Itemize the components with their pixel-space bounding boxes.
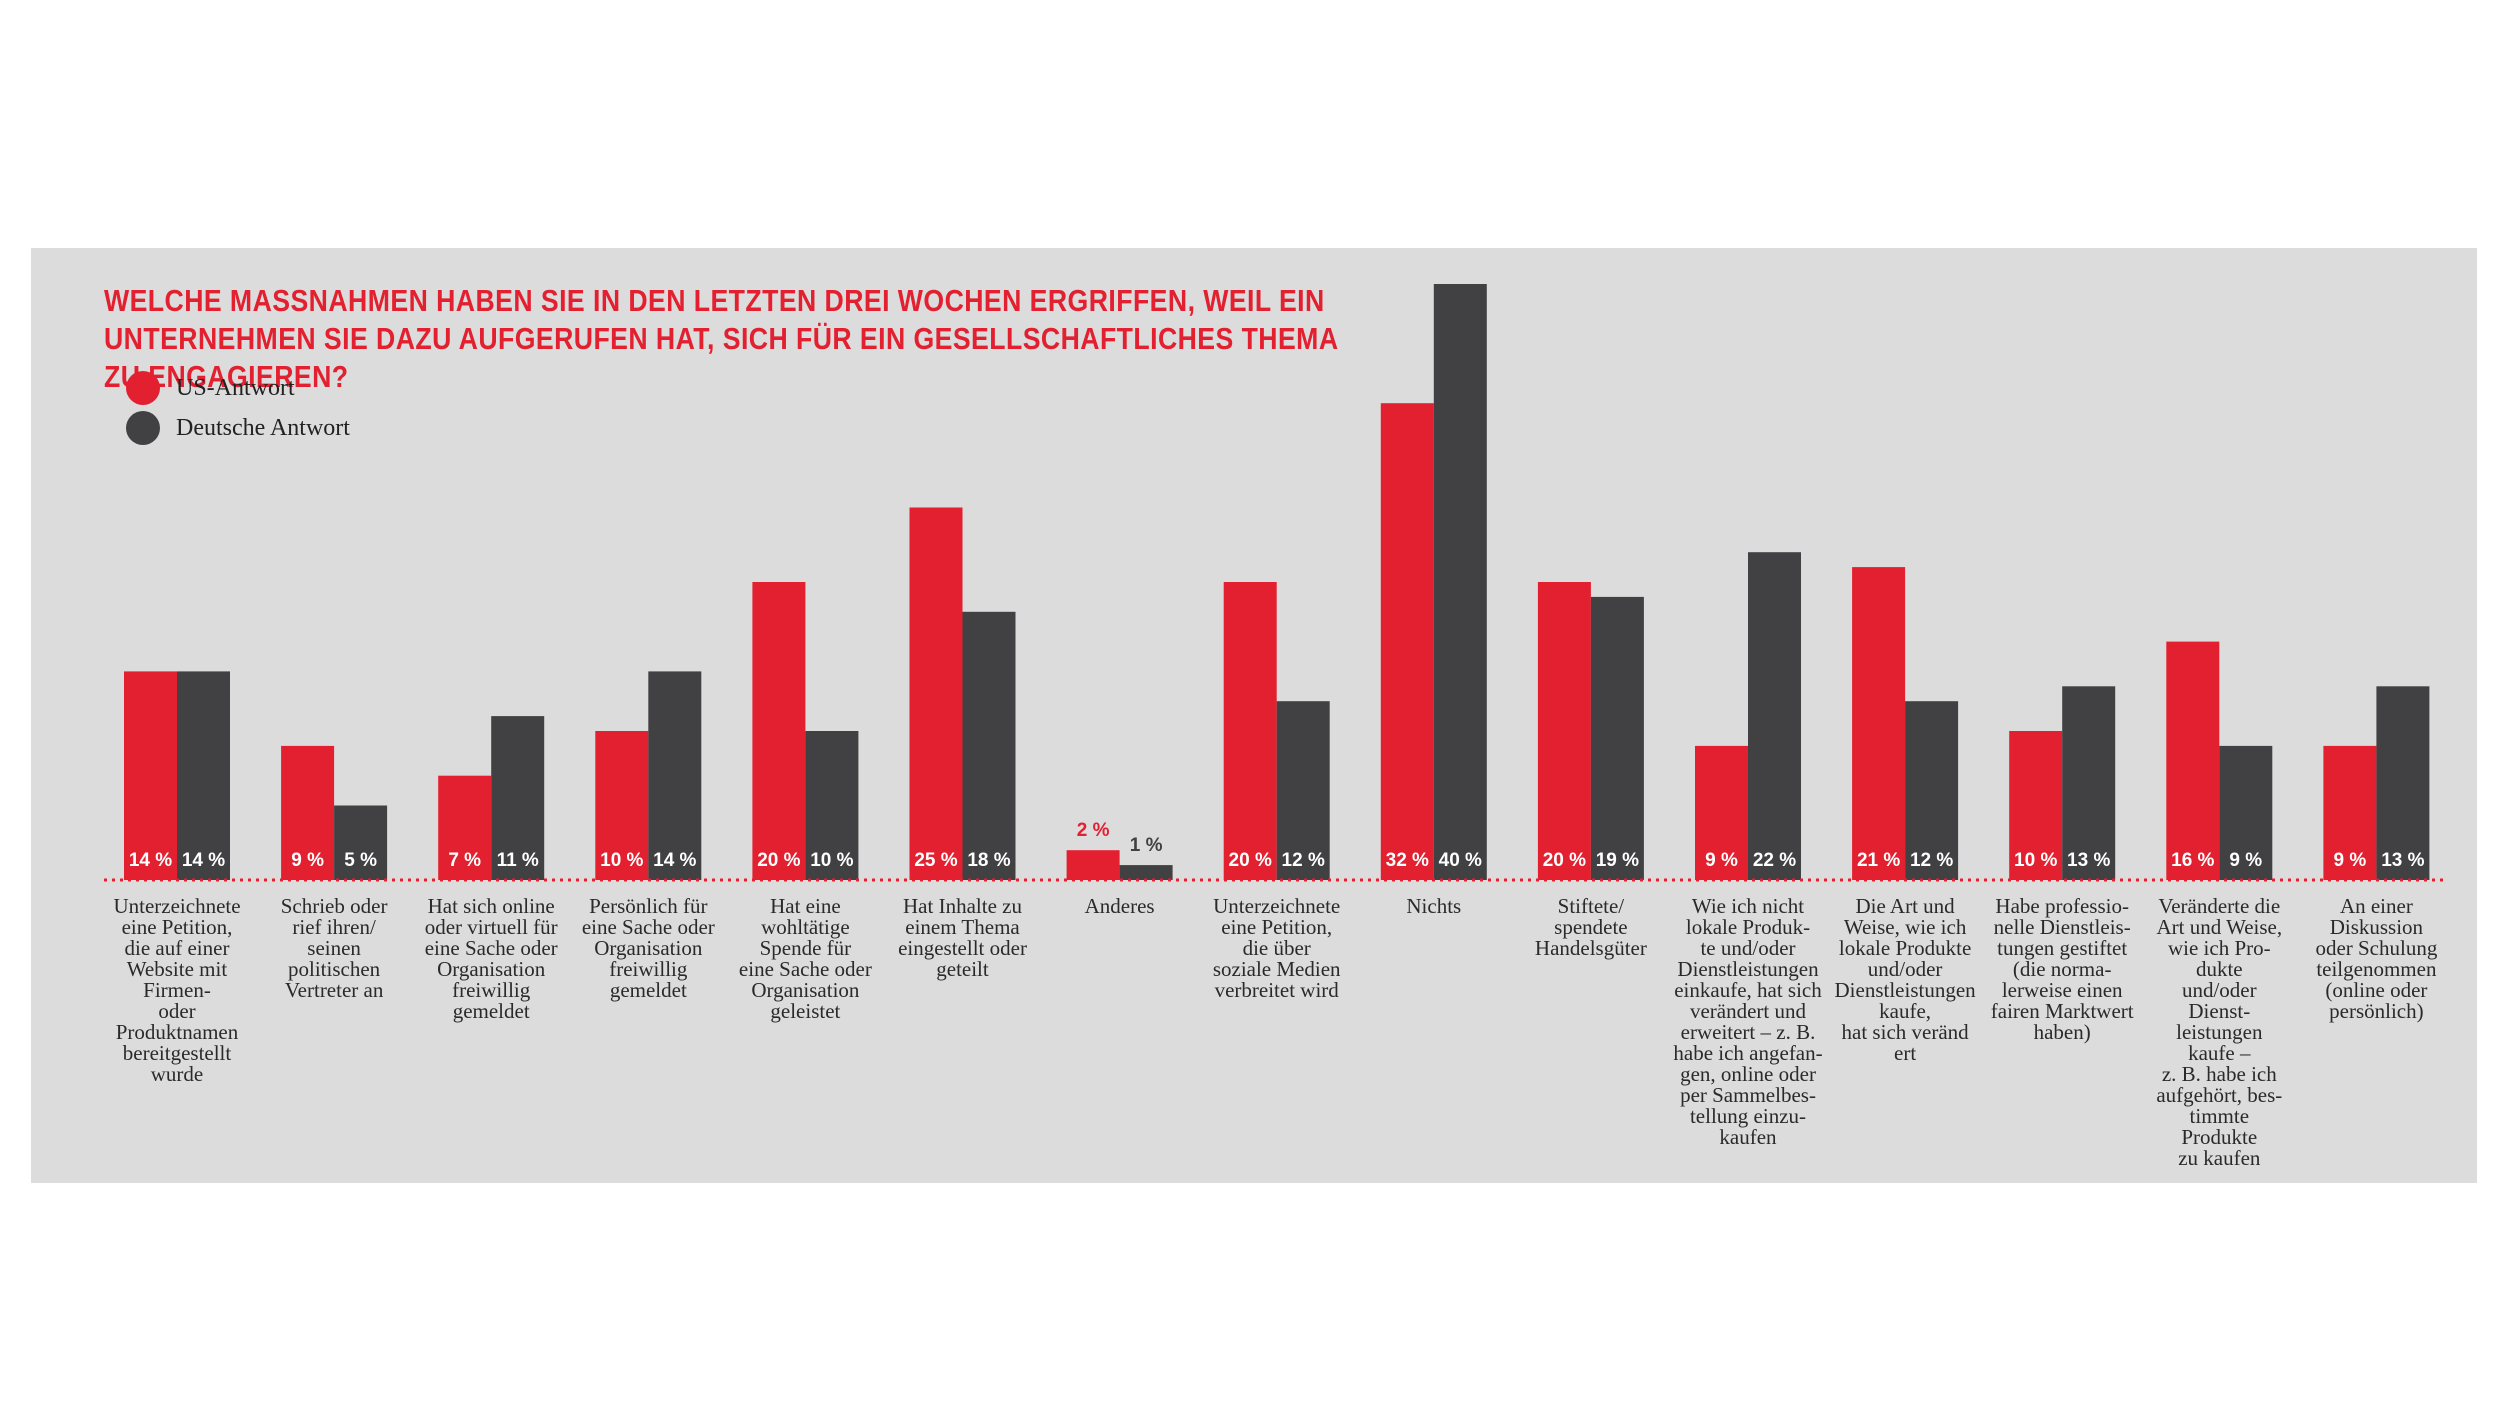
data-label-us-11: 21 % <box>1857 850 1900 871</box>
bar-de-9 <box>1590 596 1644 880</box>
data-label-de-5: 18 % <box>967 850 1010 871</box>
data-label-de-13: 9 % <box>2229 850 2262 871</box>
data-label-us-6: 2 % <box>1077 820 1110 841</box>
category-label-2: Hat sich online oder virtuell für eine S… <box>424 894 558 1023</box>
legend-label-de: Deutsche Antwort <box>176 414 350 441</box>
bar-us-14 <box>2323 745 2377 880</box>
data-label-de-11: 12 % <box>1910 850 1953 871</box>
legend-item-de: Deutsche Antwort <box>126 410 350 446</box>
bar-de-0 <box>177 671 230 880</box>
data-label-de-1: 5 % <box>344 850 377 871</box>
data-label-de-4: 10 % <box>810 850 853 871</box>
chart-title: WELCHE MASSNAHMEN HABEN SIE IN DEN LETZT… <box>104 283 1338 394</box>
category-label-14: An einer Diskussion oder Schulung teilge… <box>2315 894 2438 1023</box>
data-label-de-14: 13 % <box>2381 850 2424 871</box>
category-label-13: Veränderte die Art und Weise, wie ich Pr… <box>2156 894 2283 1170</box>
data-label-us-9: 20 % <box>1543 850 1586 871</box>
bar-us-0 <box>124 671 177 880</box>
category-label-5: Hat Inhalte zu einem Thema eingestellt o… <box>898 894 1027 981</box>
data-label-us-10: 9 % <box>1705 850 1738 871</box>
bar-de-5 <box>962 611 1016 880</box>
bar-de-14 <box>2376 686 2430 880</box>
data-label-us-5: 25 % <box>914 850 957 871</box>
data-label-de-2: 11 % <box>497 850 539 871</box>
category-label-11: Die Art und Weise, wie ich lokale Produk… <box>1834 894 1976 1065</box>
bar-us-9 <box>1537 582 1591 880</box>
bar-us-13 <box>2166 641 2220 880</box>
bar-us-12 <box>2009 731 2063 880</box>
bar-de-6 <box>1119 865 1173 880</box>
data-label-us-2: 7 % <box>448 850 481 871</box>
bar-us-5 <box>909 507 963 880</box>
bar-de-10 <box>1748 552 1801 880</box>
bar-us-6 <box>1066 850 1120 880</box>
legend-item-us: US-Antwort <box>126 370 295 406</box>
data-label-us-8: 32 % <box>1386 850 1429 871</box>
bar-de-2 <box>491 716 545 880</box>
data-label-de-9: 19 % <box>1596 850 1639 871</box>
data-label-us-1: 9 % <box>291 850 324 871</box>
bar-us-8 <box>1380 403 1434 880</box>
bar-us-4 <box>752 582 806 880</box>
bar-de-1 <box>334 805 388 880</box>
data-label-us-7: 20 % <box>1229 850 1272 871</box>
data-label-de-8: 40 % <box>1439 850 1482 871</box>
category-label-7: Unterzeichnete eine Petition, die über s… <box>1212 894 1341 1002</box>
data-label-us-14: 9 % <box>2334 850 2367 871</box>
category-label-12: Habe professio- nelle Dienstleis- tungen… <box>1990 894 2134 1044</box>
data-label-de-0: 14 % <box>182 850 225 871</box>
category-label-6: Anderes <box>1084 894 1155 918</box>
category-label-1: Schrieb oder rief ihren/ seinen politisc… <box>280 894 388 1002</box>
bar-us-1 <box>281 745 335 880</box>
bar-us-3 <box>595 731 649 880</box>
category-label-3: Persönlich für eine Sache oder Organisat… <box>581 894 715 1002</box>
bar-de-3 <box>648 671 702 880</box>
category-label-9: Stiftete/ spendete Handelsgüter <box>1534 894 1647 960</box>
bar-us-10 <box>1695 745 1748 880</box>
category-label-0: Unterzeichnete eine Petition, die auf ei… <box>113 894 241 1086</box>
legend-label-us: US-Antwort <box>176 374 295 401</box>
bar-us-11 <box>1852 567 1906 880</box>
legend-swatch-de <box>126 411 160 445</box>
data-label-de-10: 22 % <box>1753 850 1796 871</box>
data-label-us-12: 10 % <box>2014 850 2057 871</box>
data-label-de-3: 14 % <box>653 850 696 871</box>
data-label-de-12: 13 % <box>2067 850 2110 871</box>
data-label-us-0: 14 % <box>129 850 172 871</box>
category-label-4: Hat eine wohltätige Spende für eine Sach… <box>738 894 872 1023</box>
bar-us-2 <box>438 775 492 880</box>
category-label-8: Nichts <box>1406 894 1462 918</box>
bar-us-7 <box>1223 582 1277 880</box>
bar-de-7 <box>1276 701 1330 880</box>
bar-de-8 <box>1433 284 1487 880</box>
data-label-us-3: 10 % <box>600 850 643 871</box>
legend-swatch-us <box>126 371 160 405</box>
category-label-10: Wie ich nicht lokale Produk- te und/oder… <box>1673 894 1823 1149</box>
data-label-us-4: 20 % <box>757 850 800 871</box>
data-label-de-7: 12 % <box>1282 850 1325 871</box>
data-label-de-6: 1 % <box>1130 835 1163 856</box>
bar-de-11 <box>1905 701 1959 880</box>
bar-de-12 <box>2062 686 2116 880</box>
bar-de-4 <box>805 731 859 880</box>
bar-de-13 <box>2219 745 2273 880</box>
data-label-us-13: 16 % <box>2171 850 2214 871</box>
